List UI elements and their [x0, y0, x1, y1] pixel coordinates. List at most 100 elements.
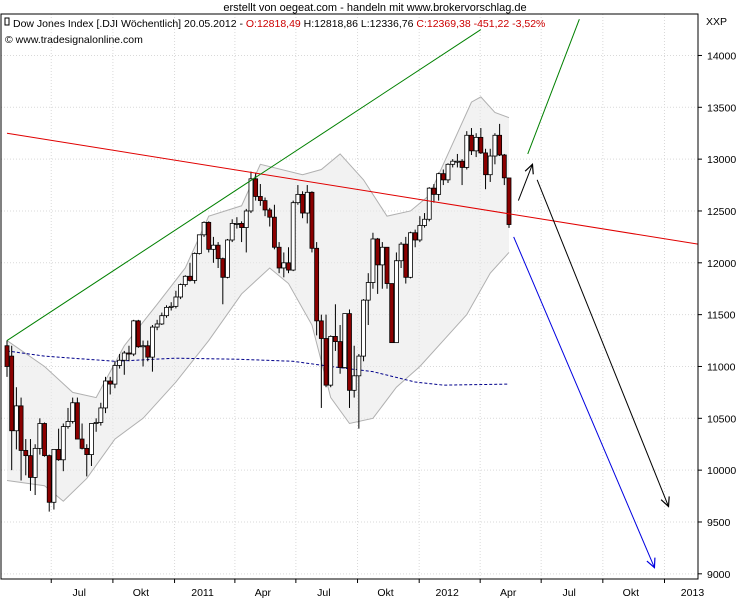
- candle-body: [28, 455, 33, 478]
- candle-body: [4, 345, 10, 367]
- candle-body: [225, 239, 230, 278]
- candle-body: [79, 438, 85, 449]
- candle: [192, 252, 198, 284]
- candle-body: [398, 243, 404, 262]
- candle-body: [436, 173, 442, 195]
- candle-body: [13, 405, 19, 432]
- candle-body: [164, 306, 169, 317]
- candle-body: [281, 262, 287, 269]
- candle: [417, 216, 423, 243]
- candle-body: [464, 134, 470, 168]
- candle-body: [253, 178, 259, 197]
- y-axis: 9000 9500 10000 10500 11000 11500 12000 12500 13…: [698, 50, 736, 581]
- arrow-head: [646, 557, 656, 569]
- candle: [454, 153, 460, 168]
- candle: [389, 283, 395, 344]
- candle-body: [220, 258, 226, 278]
- plot-frame: [0, 13, 699, 580]
- candle: [501, 153, 507, 186]
- x-tick-label: Jul: [317, 587, 330, 599]
- candle: [426, 187, 432, 222]
- candle: [262, 197, 268, 217]
- candle: [70, 397, 76, 424]
- candle-body: [431, 187, 437, 195]
- candle-body: [93, 422, 99, 424]
- candle-body: [267, 209, 273, 218]
- candle-body: [196, 234, 202, 254]
- x-axis: Jul Okt 2011 Apr Jul Okt 2012 Apr Jul Okt 2013: [50, 579, 704, 599]
- candle: [497, 123, 503, 157]
- candle-body: [159, 315, 165, 325]
- candle-body: [483, 152, 488, 176]
- candle: [201, 221, 207, 237]
- candle-body: [173, 296, 179, 307]
- candle: [206, 221, 212, 253]
- candle-body: [351, 375, 357, 391]
- candle: [135, 319, 141, 348]
- red-trend-line: [6, 132, 699, 245]
- candle-body: [23, 450, 29, 457]
- candle-body: [65, 421, 71, 428]
- candle: [211, 236, 216, 263]
- y-tick-label: 9000: [707, 569, 731, 581]
- candle-body: [450, 160, 456, 165]
- candle-body: [126, 352, 132, 355]
- candle: [74, 397, 80, 440]
- candle: [492, 133, 498, 165]
- candle-body: [384, 246, 390, 284]
- trendlines: [6, 19, 699, 341]
- candle: [370, 232, 376, 289]
- moving-average: [6, 350, 510, 386]
- candle-body: [243, 210, 249, 228]
- candle: [393, 252, 399, 344]
- green-trend-line: [6, 29, 482, 341]
- bollinger-lower-line: [6, 252, 510, 502]
- candle: [459, 159, 465, 186]
- candle: [79, 423, 85, 450]
- candle-body: [135, 320, 141, 348]
- candle-body: [9, 355, 15, 432]
- candle-body: [389, 283, 395, 344]
- candle-body: [98, 407, 104, 423]
- candle-body: [84, 447, 90, 455]
- candle: [42, 422, 47, 457]
- candle-body: [201, 221, 207, 236]
- candle: [93, 418, 99, 432]
- arrow-shaft: [536, 179, 669, 507]
- y-tick-label: 13500: [707, 102, 736, 114]
- y-tick-label: 14000: [707, 50, 736, 62]
- candle-body: [426, 187, 432, 220]
- candle: [215, 242, 221, 268]
- info-prefix: Dow Jones Index [.DJI Wöchentlich] 20.05…: [13, 18, 246, 30]
- candle: [281, 252, 287, 278]
- candle-body: [192, 253, 198, 281]
- candle: [65, 407, 71, 429]
- candle-body: [497, 134, 503, 156]
- candle-body: [56, 449, 62, 461]
- blue-down-arrow: [513, 236, 656, 569]
- candle: [276, 242, 282, 274]
- candle: [140, 340, 146, 367]
- candle-body: [234, 223, 240, 225]
- candle-body: [323, 338, 329, 386]
- candle-body: [286, 262, 291, 271]
- candle: [18, 397, 24, 481]
- candle: [267, 207, 273, 227]
- green-projection-line: [527, 19, 580, 155]
- y-tick-label: 9500: [707, 517, 731, 529]
- candle-body: [459, 160, 465, 168]
- bollinger-upper-line: [6, 96, 510, 399]
- candle: [164, 305, 169, 318]
- candle: [107, 376, 113, 395]
- candle-body: [257, 196, 263, 202]
- candle: [239, 221, 244, 243]
- candle: [117, 354, 122, 369]
- arrow-shaft: [517, 164, 533, 201]
- y-tick-label: 11500: [707, 310, 736, 322]
- black-up-arrow: [517, 163, 534, 201]
- y-tick-label: 11000: [707, 361, 736, 373]
- candle: [379, 242, 385, 289]
- candle: [408, 231, 413, 279]
